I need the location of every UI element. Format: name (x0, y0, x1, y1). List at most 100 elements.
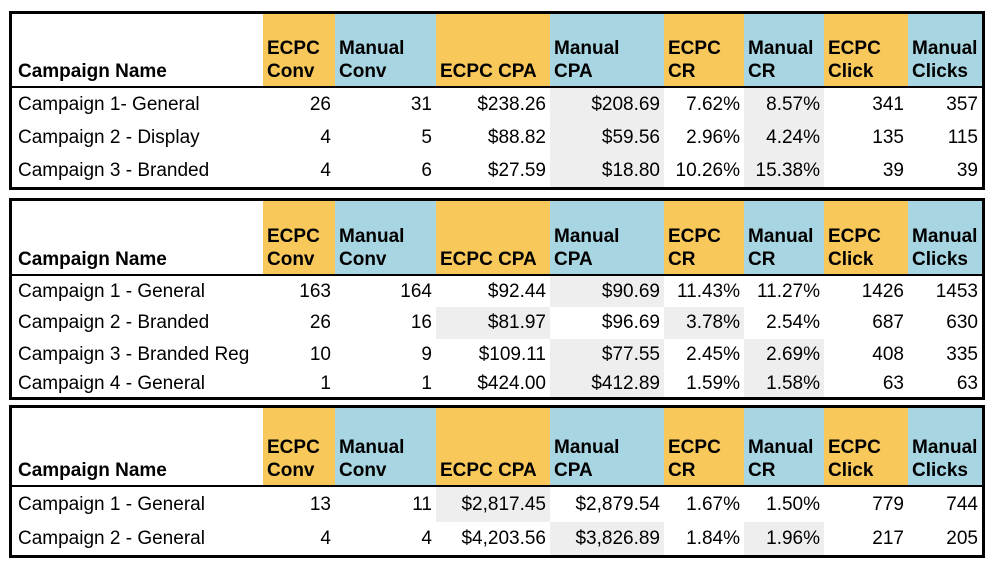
cell-manual-cr: 1.58% (744, 371, 824, 397)
campaign-table-2: Campaign Name ECPC Conv Manual Conv ECPC C… (9, 198, 985, 400)
cell-manual-cpa: $90.69 (550, 276, 664, 307)
table-row: Campaign 2 - General 4 4 $4,203.56 $3,82… (12, 522, 982, 555)
cell-ecpc-cr: 3.78% (664, 307, 744, 339)
cell-ecpc-cr: 1.84% (686, 527, 740, 549)
cell-ecpc-click: 687 (872, 312, 904, 333)
cell-ecpc-cpa: $2,817.45 (436, 487, 550, 522)
cell-ecpc-cr: 1.67% (686, 493, 740, 515)
cell-ecpc-cpa: $424.00 (477, 373, 546, 394)
header-ecpc-cpa: ECPC CPA (436, 14, 550, 86)
cell-ecpc-conv: 4 (320, 126, 331, 148)
cell-manual-cr: 2.69% (744, 339, 824, 371)
header-ecpc-cpa: ECPC CPA (436, 201, 550, 274)
cell-campaign-name: Campaign 3 - Branded (18, 159, 210, 181)
cell-manual-clicks: 357 (946, 93, 978, 115)
header-ecpc-click: ECPC Click (824, 408, 908, 485)
cell-manual-cpa: $59.56 (550, 121, 664, 154)
cell-ecpc-click: 39 (882, 159, 904, 181)
header-manual-clicks: Manual Clicks (908, 14, 982, 86)
cell-ecpc-conv: 13 (309, 493, 331, 515)
cell-ecpc-conv: 10 (309, 344, 331, 365)
cell-manual-conv: 11 (412, 493, 432, 515)
cell-campaign-name: Campaign 1 - General (18, 493, 205, 515)
table-row: Campaign 2 - Display 4 5 $88.82 $59.56 2… (12, 121, 982, 154)
cell-manual-clicks: 115 (947, 126, 978, 148)
cell-ecpc-cr: 7.62% (686, 93, 740, 115)
cell-manual-conv: 6 (421, 159, 432, 181)
table-row: Campaign 3 - Branded 4 6 $27.59 $18.80 1… (12, 154, 982, 187)
cell-manual-cpa: $96.69 (601, 312, 660, 333)
cell-manual-cr: 4.24% (744, 121, 824, 154)
cell-ecpc-conv: 26 (309, 93, 331, 115)
header-ecpc-cr: ECPC CR (664, 14, 744, 86)
cell-manual-cr: 2.54% (766, 312, 820, 333)
cell-ecpc-conv: 4 (320, 527, 331, 549)
table-header: Campaign Name ECPC Conv Manual Conv ECPC C… (12, 408, 982, 487)
cell-manual-clicks: 63 (956, 373, 978, 394)
cell-manual-cr: 1.50% (766, 493, 820, 515)
campaign-table-3: Campaign Name ECPC Conv Manual Conv ECPC C… (9, 405, 985, 558)
header-manual-cpa: Manual CPA (550, 201, 664, 274)
cell-manual-conv: 4 (421, 527, 432, 549)
campaign-table-1: Campaign Name ECPC Conv Manual Conv ECPC C… (9, 11, 985, 190)
cell-campaign-name: Campaign 3 - Branded Reg (18, 344, 250, 365)
header-ecpc-conv: ECPC Conv (263, 14, 335, 86)
header-ecpc-conv: ECPC Conv (263, 201, 335, 274)
cell-manual-conv: 16 (410, 312, 432, 333)
cell-campaign-name: Campaign 4 - General (18, 373, 205, 394)
cell-campaign-name: Campaign 2 - Branded (18, 312, 210, 333)
table-row: Campaign 1 - General 163 164 $92.44 $90.… (12, 276, 982, 307)
cell-ecpc-click: 217 (872, 527, 904, 549)
cell-ecpc-click: 779 (872, 493, 904, 515)
cell-ecpc-conv: 4 (320, 159, 331, 181)
cell-manual-cpa: $18.80 (550, 154, 664, 187)
table-header: Campaign Name ECPC Conv Manual Conv ECPC C… (12, 14, 982, 88)
cell-manual-cpa: $412.89 (550, 371, 664, 397)
cell-manual-cpa: $208.69 (550, 88, 664, 121)
cell-ecpc-click: 135 (872, 126, 904, 148)
cell-ecpc-cpa: $92.44 (487, 280, 546, 302)
table-row: Campaign 1 - General 13 11 $2,817.45 $2,… (12, 487, 982, 522)
header-ecpc-conv: ECPC Conv (263, 408, 335, 485)
cell-manual-clicks: 39 (956, 159, 978, 181)
header-campaign-name: Campaign Name (18, 249, 167, 270)
cell-campaign-name: Campaign 2 - General (18, 527, 205, 549)
cell-ecpc-click: 408 (872, 344, 904, 365)
cell-manual-clicks: 205 (946, 527, 978, 549)
cell-ecpc-click: 341 (872, 93, 904, 115)
cell-ecpc-cr: 2.45% (686, 344, 740, 365)
cell-ecpc-conv: 163 (299, 280, 331, 302)
header-ecpc-cpa: ECPC CPA (436, 408, 550, 485)
header-manual-cr: Manual CR (744, 408, 824, 485)
cell-ecpc-cpa: $238.26 (477, 93, 546, 115)
cell-ecpc-click: 63 (882, 373, 904, 394)
cell-ecpc-cr: 2.96% (686, 126, 740, 148)
header-manual-conv: Manual Conv (335, 201, 436, 274)
cell-manual-clicks: 1453 (935, 280, 978, 302)
cell-ecpc-cpa: $88.82 (487, 126, 546, 148)
header-manual-clicks: Manual Clicks (908, 201, 982, 274)
table-row: Campaign 3 - Branded Reg 10 9 $109.11 $7… (12, 339, 982, 371)
cell-manual-cr: 11.27% (756, 280, 820, 302)
cell-ecpc-cr: 1.59% (686, 373, 740, 394)
cell-manual-cpa: $77.55 (550, 339, 664, 371)
header-campaign-name: Campaign Name (18, 460, 167, 481)
cell-manual-conv: 9 (421, 344, 432, 365)
cell-ecpc-cpa: $81.97 (436, 307, 550, 339)
cell-manual-clicks: 630 (946, 312, 978, 333)
header-manual-clicks: Manual Clicks (908, 408, 982, 485)
cell-campaign-name: Campaign 1 - General (18, 280, 205, 302)
cell-manual-cpa: $2,879.54 (575, 493, 660, 515)
table-row: Campaign 1- General 26 31 $238.26 $208.6… (12, 88, 982, 121)
cell-campaign-name: Campaign 1- General (18, 93, 200, 115)
table-header: Campaign Name ECPC Conv Manual Conv ECPC C… (12, 201, 982, 276)
cell-manual-cr: 1.96% (744, 522, 824, 555)
cell-manual-cpa: $3,826.89 (550, 522, 664, 555)
cell-manual-conv: 5 (421, 126, 432, 148)
cell-manual-conv: 164 (400, 280, 432, 302)
header-ecpc-cr: ECPC CR (664, 408, 744, 485)
cell-ecpc-cr: 10.26% (675, 159, 740, 181)
cell-ecpc-cr: 11.43% (676, 280, 740, 302)
cell-manual-clicks: 744 (946, 493, 978, 515)
cell-manual-cr: 15.38% (744, 154, 824, 187)
